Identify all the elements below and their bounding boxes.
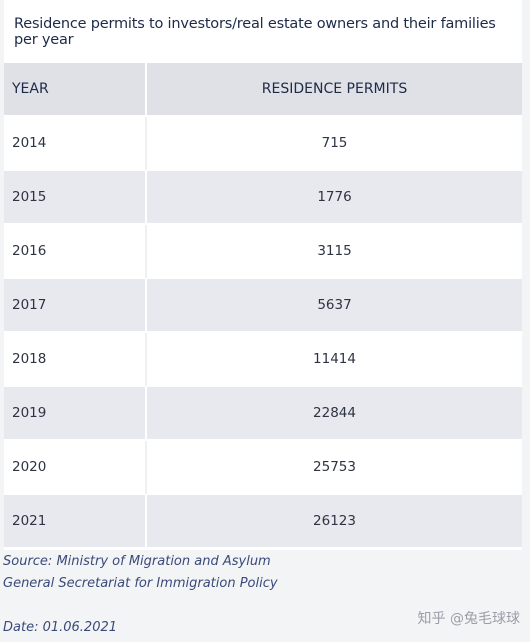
cell-year: 2020 bbox=[4, 441, 147, 495]
cell-year: 2016 bbox=[4, 225, 147, 279]
table-title-bar: Residence permits to investors/real esta… bbox=[4, 0, 522, 63]
cell-permits: 26123 bbox=[147, 495, 522, 549]
cell-year: 2017 bbox=[4, 279, 147, 333]
table-row: 2019 22844 bbox=[4, 387, 522, 441]
table-row: 2017 5637 bbox=[4, 279, 522, 333]
permits-table-card: Residence permits to investors/real esta… bbox=[4, 0, 522, 550]
cell-permits: 25753 bbox=[147, 441, 522, 495]
cell-year: 2015 bbox=[4, 171, 147, 225]
cell-permits: 3115 bbox=[147, 225, 522, 279]
cell-year: 2014 bbox=[4, 117, 147, 171]
table-header-row: YEAR RESIDENCE PERMITS bbox=[4, 63, 522, 117]
cell-permits: 22844 bbox=[147, 387, 522, 441]
cell-permits: 715 bbox=[147, 117, 522, 171]
source-note: Source: Ministry of Migration and Asylum… bbox=[3, 551, 278, 595]
cell-year: 2021 bbox=[4, 495, 147, 549]
source-line-secretariat: General Secretariat for Immigration Poli… bbox=[3, 576, 278, 591]
cell-year: 2019 bbox=[4, 387, 147, 441]
header-residence-permits: RESIDENCE PERMITS bbox=[147, 63, 522, 117]
cell-permits: 1776 bbox=[147, 171, 522, 225]
watermark: 知乎 @兔毛球球 bbox=[417, 611, 520, 627]
header-year: YEAR bbox=[4, 63, 147, 117]
table-row: 2018 11414 bbox=[4, 333, 522, 387]
cell-year: 2018 bbox=[4, 333, 147, 387]
table-title: Residence permits to investors/real esta… bbox=[14, 15, 496, 48]
table-row: 2020 25753 bbox=[4, 441, 522, 495]
table-row: 2015 1776 bbox=[4, 171, 522, 225]
source-line-ministry: Source: Ministry of Migration and Asylum bbox=[3, 554, 271, 569]
table-row: 2016 3115 bbox=[4, 225, 522, 279]
cell-permits: 11414 bbox=[147, 333, 522, 387]
date-note: Date: 01.06.2021 bbox=[3, 620, 118, 635]
cell-permits: 5637 bbox=[147, 279, 522, 333]
table-row: 2014 715 bbox=[4, 117, 522, 171]
permits-table: YEAR RESIDENCE PERMITS 2014 715 2015 177… bbox=[4, 63, 522, 549]
table-row: 2021 26123 bbox=[4, 495, 522, 549]
